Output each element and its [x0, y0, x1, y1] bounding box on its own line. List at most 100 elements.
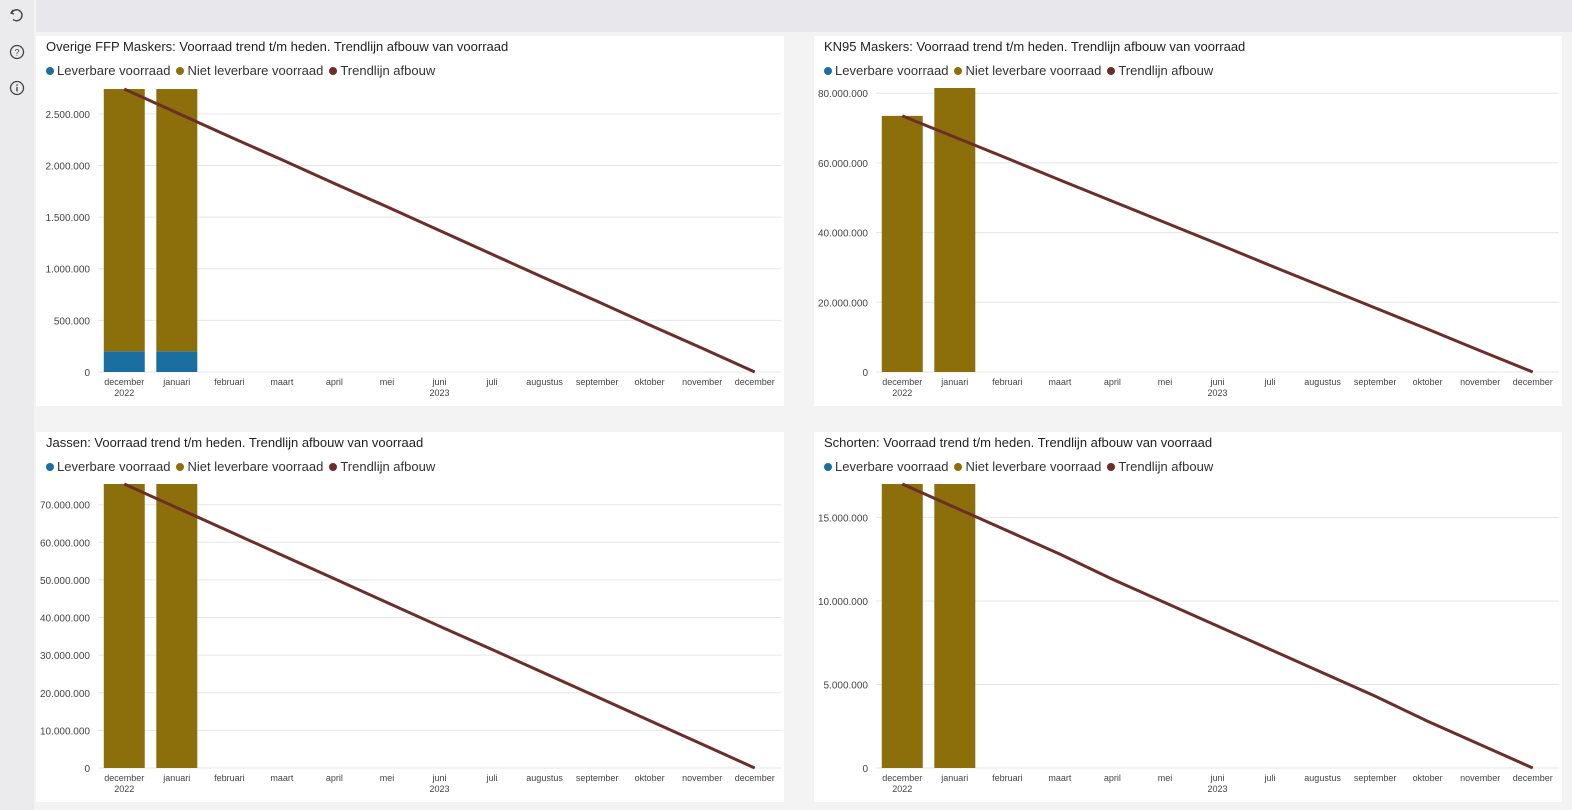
- x-tick-label: maart: [1048, 773, 1072, 783]
- y-tick-label: 40.000.000: [818, 229, 868, 240]
- chart-svg: 0 10.000.000 20.000.000 30.000.000 40.000.00…: [40, 482, 781, 794]
- x-tick-label: september: [1354, 773, 1397, 783]
- legend-dot-trendlijn: [329, 462, 338, 471]
- legend-label: Niet leverbare voorraad: [187, 459, 324, 474]
- x-tick-label: juli: [486, 773, 498, 783]
- trendline: [123, 482, 756, 770]
- undo-icon[interactable]: [8, 6, 26, 24]
- x-tick-label: september: [576, 377, 619, 387]
- bar-niet-leverbaar: [934, 88, 976, 372]
- x-tick-label: april: [1104, 377, 1121, 387]
- help-icon[interactable]: ?: [8, 43, 26, 61]
- y-tick-label: 0: [84, 368, 90, 379]
- legend-dot-leverbaar: [46, 66, 54, 75]
- legend-dot-niet-leverbaar: [954, 66, 963, 75]
- bar-niet-leverbaar: [881, 115, 923, 372]
- legend-item-trendlijn[interactable]: Trendlijn afbouw: [329, 63, 435, 78]
- legend-label: Trendlijn afbouw: [340, 459, 436, 474]
- x-tick-label: december: [735, 377, 775, 387]
- chart-svg: 0 500.000 1.000.000 1.500.000 2.000.000 2.500…: [46, 87, 781, 398]
- x-tick-label: december: [104, 773, 144, 783]
- chart-panel-kn95: KN95 Maskers: Voorraad trend t/m heden. …: [814, 36, 1562, 406]
- x-tick-label: november: [682, 773, 722, 783]
- chart-legend: Leverbare voorraad Niet leverbare voorra…: [824, 63, 1213, 78]
- x-tick-label: december: [882, 377, 922, 387]
- legend-item-trendlijn[interactable]: Trendlijn afbouw: [1107, 63, 1213, 78]
- y-tick-label: 0: [84, 764, 90, 775]
- bar-niet-leverbaar: [156, 484, 198, 768]
- x-tick-label: november: [1460, 377, 1500, 387]
- legend-item-leverbaar[interactable]: Leverbare voorraad: [46, 63, 170, 78]
- x-year-label: 2023: [429, 388, 449, 398]
- y-tick-label: 0: [862, 764, 868, 775]
- x-tick-label: augustus: [526, 377, 563, 387]
- legend-label: Trendlijn afbouw: [1118, 459, 1214, 474]
- x-tick-label: oktober: [1413, 773, 1443, 783]
- chart-panel-jassen: Jassen: Voorraad trend t/m heden. Trendl…: [36, 432, 784, 802]
- x-tick-label: mei: [1158, 377, 1173, 387]
- info-icon[interactable]: [8, 79, 26, 97]
- left-icon-rail: ?: [0, 0, 34, 810]
- y-tick-label: 15.000.000: [818, 513, 868, 524]
- x-tick-label: januari: [162, 773, 190, 783]
- legend-label: Trendlijn afbouw: [340, 63, 436, 78]
- legend-label: Leverbare voorraad: [835, 459, 949, 474]
- x-tick-label: december: [104, 377, 144, 387]
- y-tick-label: 5.000.000: [824, 680, 869, 691]
- x-year-label: 2022: [892, 784, 912, 794]
- x-year-label: 2022: [892, 388, 912, 398]
- legend-item-niet-leverbaar[interactable]: Niet leverbare voorraad: [176, 63, 323, 78]
- legend-label: Niet leverbare voorraad: [187, 63, 324, 78]
- bar-niet-leverbaar: [881, 484, 923, 768]
- x-tick-label: maart: [1048, 377, 1072, 387]
- x-tick-label: april: [326, 773, 343, 783]
- x-tick-label: oktober: [635, 773, 665, 783]
- chart-panel-ffp: Overige FFP Maskers: Voorraad trend t/m …: [36, 36, 784, 406]
- trendline: [901, 482, 1534, 770]
- bar-niet-leverbaar: [156, 89, 198, 352]
- x-tick-label: juli: [1264, 773, 1276, 783]
- legend-dot-leverbaar: [46, 462, 54, 471]
- x-tick-label: maart: [270, 773, 294, 783]
- y-tick-label: 40.000.000: [40, 614, 90, 625]
- y-tick-label: 80.000.000: [818, 89, 868, 100]
- x-year-label: 2023: [429, 784, 449, 794]
- x-tick-label: december: [882, 773, 922, 783]
- chart-svg: 0 20.000.000 40.000.000 60.000.000 80.000.00…: [818, 88, 1559, 398]
- legend-item-leverbaar[interactable]: Leverbare voorraad: [824, 63, 948, 78]
- chart-svg: 0 5.000.000 10.000.000 15.000.000 december ja…: [818, 482, 1559, 794]
- legend-item-niet-leverbaar[interactable]: Niet leverbare voorraad: [954, 459, 1101, 474]
- legend-item-niet-leverbaar[interactable]: Niet leverbare voorraad: [176, 459, 323, 474]
- x-tick-label: juni: [431, 773, 446, 783]
- y-tick-label: 20.000.000: [818, 298, 868, 309]
- legend-item-niet-leverbaar[interactable]: Niet leverbare voorraad: [954, 63, 1101, 78]
- x-tick-label: december: [1513, 377, 1553, 387]
- x-tick-label: april: [326, 377, 343, 387]
- x-tick-label: mei: [1158, 773, 1173, 783]
- top-toolbar: [36, 0, 1572, 32]
- x-tick-label: mei: [380, 773, 395, 783]
- x-tick-label: december: [735, 773, 775, 783]
- legend-label: Trendlijn afbouw: [1118, 63, 1214, 78]
- x-year-label: 2023: [1207, 784, 1227, 794]
- x-tick-label: februari: [214, 773, 245, 783]
- x-tick-label: oktober: [1413, 377, 1443, 387]
- bar-niet-leverbaar: [103, 484, 145, 768]
- legend-item-trendlijn[interactable]: Trendlijn afbouw: [1107, 459, 1213, 474]
- x-tick-label: maart: [270, 377, 294, 387]
- legend-label: Niet leverbare voorraad: [965, 459, 1102, 474]
- bar-leverbaar: [156, 351, 198, 372]
- legend-item-leverbaar[interactable]: Leverbare voorraad: [46, 459, 170, 474]
- legend-dot-niet-leverbaar: [176, 66, 185, 75]
- x-tick-label: juli: [486, 377, 498, 387]
- x-tick-label: april: [1104, 773, 1121, 783]
- x-tick-label: december: [1513, 773, 1553, 783]
- legend-item-leverbaar[interactable]: Leverbare voorraad: [824, 459, 948, 474]
- bar-niet-leverbaar: [934, 484, 976, 768]
- y-tick-label: 30.000.000: [40, 651, 90, 662]
- legend-item-trendlijn[interactable]: Trendlijn afbouw: [329, 459, 435, 474]
- x-tick-label: november: [682, 377, 722, 387]
- x-tick-label: juli: [1264, 377, 1276, 387]
- chart-legend: Leverbare voorraad Niet leverbare voorra…: [46, 459, 435, 474]
- svg-text:?: ?: [14, 48, 19, 58]
